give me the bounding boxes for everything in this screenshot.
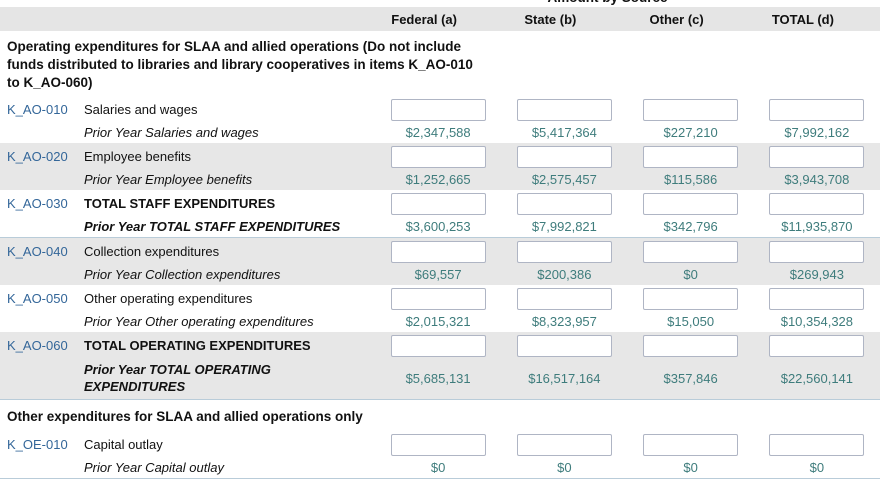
column-header-row: Federal (a) State (b) Other (c) TOTAL (d…: [0, 7, 880, 31]
prior-year-value-state: $8,323,957: [531, 313, 597, 329]
amount-input-federal[interactable]: [390, 145, 486, 168]
amount-input-total[interactable]: [769, 240, 865, 263]
amount-input-other[interactable]: [643, 287, 739, 310]
item-label: Collection expenditures: [84, 244, 220, 259]
item-code-link[interactable]: K_AO-040: [7, 244, 68, 259]
prior-year-value-federal: $1,252,665: [405, 171, 471, 187]
prior-year-label: Prior Year Other operating expenditures: [84, 313, 314, 329]
prior-year-label: Prior Year TOTAL STAFF EXPENDITURES: [84, 218, 341, 234]
amount-input-federal[interactable]: [390, 192, 486, 215]
prior-year-value-total: $22,560,141: [780, 370, 854, 386]
prior-year-label: Prior Year Salaries and wages: [84, 124, 259, 140]
item-code-link[interactable]: K_AO-020: [7, 149, 68, 164]
amount-input-state[interactable]: [516, 240, 612, 263]
prior-year-value-other: $357,846: [663, 370, 718, 386]
prior-year-label: Prior Year Employee benefits: [84, 171, 253, 187]
prior-year-value-total: $11,935,870: [781, 218, 853, 234]
prior-year-value-state: $2,575,457: [531, 171, 597, 187]
amount-input-other[interactable]: [643, 334, 739, 357]
amount-input-other[interactable]: [643, 98, 739, 121]
table-row-k-ao-010: K_AO-010 Salaries and wages Prior Year S…: [0, 96, 880, 143]
prior-year-value-other: $227,210: [663, 124, 718, 140]
other-section-heading: Other expenditures for SLAA and allied o…: [7, 409, 363, 424]
prior-year-value-other: $0: [683, 266, 698, 282]
table-row-k-oe-010: K_OE-010 Capital outlay Prior Year Capit…: [0, 431, 880, 479]
prior-year-label: Prior Year Capital outlay: [84, 459, 224, 475]
amount-input-federal[interactable]: [390, 433, 486, 456]
amount-input-other[interactable]: [643, 433, 739, 456]
item-label: Salaries and wages: [84, 102, 198, 117]
prior-year-value-total: $7,992,162: [784, 124, 850, 140]
prior-year-value-total: $269,943: [789, 266, 844, 282]
prior-year-value-federal: $3,600,253: [405, 218, 471, 234]
item-label: Capital outlay: [84, 437, 163, 452]
amount-input-state[interactable]: [516, 192, 612, 215]
amount-input-federal[interactable]: [390, 98, 486, 121]
operating-section-heading: Operating expenditures for SLAA and alli…: [7, 39, 473, 90]
item-code-link[interactable]: K_AO-030: [7, 196, 68, 211]
prior-year-label: Prior Year TOTAL OPERATING EXPENDITURES: [84, 362, 271, 394]
amount-input-federal[interactable]: [390, 334, 486, 357]
column-header-other: Other (c): [649, 11, 704, 27]
column-header-total: TOTAL (d): [771, 11, 834, 27]
prior-year-value-total: $10,354,328: [780, 313, 854, 329]
item-code-link[interactable]: K_AO-060: [7, 338, 68, 353]
prior-year-value-total: $3,943,708: [784, 171, 850, 187]
prior-year-value-federal: $5,685,131: [405, 370, 471, 386]
prior-year-value-federal: $2,347,588: [405, 124, 471, 140]
amount-by-source-label: Amount by Source: [355, 0, 860, 6]
prior-year-value-state: $16,517,164: [528, 370, 601, 386]
prior-year-label: Prior Year Collection expenditures: [84, 266, 281, 282]
amount-input-state[interactable]: [516, 98, 612, 121]
item-code-link[interactable]: K_AO-050: [7, 291, 68, 306]
prior-year-value-other: $342,796: [663, 218, 718, 234]
table-row-k-ao-020: K_AO-020 Employee benefits Prior Year Em…: [0, 143, 880, 190]
amount-input-federal[interactable]: [390, 287, 486, 310]
amount-input-federal[interactable]: [390, 240, 486, 263]
amount-input-total[interactable]: [769, 287, 865, 310]
amount-input-state[interactable]: [516, 334, 612, 357]
item-label: Other operating expenditures: [84, 291, 253, 306]
amount-input-state[interactable]: [516, 287, 612, 310]
prior-year-value-state: $200,386: [537, 266, 592, 282]
prior-year-value-other: $115,586: [663, 171, 718, 187]
item-label: TOTAL OPERATING EXPENDITURES: [84, 338, 311, 353]
amount-input-state[interactable]: [516, 145, 612, 168]
column-header-federal: Federal (a): [391, 11, 457, 27]
amount-input-state[interactable]: [516, 433, 612, 456]
table-row-k-ao-050: K_AO-050 Other operating expenditures Pr…: [0, 285, 880, 332]
amount-input-other[interactable]: [643, 192, 739, 215]
column-header-state: State (b): [524, 11, 577, 27]
item-code-link[interactable]: K_OE-010: [7, 437, 68, 452]
amount-input-total[interactable]: [769, 98, 865, 121]
amount-input-other[interactable]: [643, 240, 739, 263]
table-row-k-ao-060: K_AO-060 TOTAL OPERATING EXPENDITURES Pr…: [0, 332, 880, 400]
table-row-k-ao-040: K_AO-040 Collection expenditures Prior Y…: [0, 238, 880, 285]
amount-input-total[interactable]: [769, 145, 865, 168]
item-label: TOTAL STAFF EXPENDITURES: [84, 196, 276, 211]
prior-year-value-federal: $2,015,321: [405, 313, 471, 329]
amount-input-total[interactable]: [769, 433, 865, 456]
amount-by-source-clipped-header: Amount by Source: [0, 0, 880, 7]
prior-year-value-state: $7,992,821: [531, 218, 597, 234]
table-row-k-ao-030: K_AO-030 TOTAL STAFF EXPENDITURES Prior …: [0, 190, 880, 238]
amount-input-total[interactable]: [769, 334, 865, 357]
prior-year-value-federal: $69,557: [414, 266, 462, 282]
prior-year-value-state: $5,417,364: [531, 124, 597, 140]
item-code-link[interactable]: K_AO-010: [7, 102, 68, 117]
prior-year-value-other: $15,050: [667, 313, 715, 329]
item-label: Employee benefits: [84, 149, 191, 164]
amount-input-other[interactable]: [643, 145, 739, 168]
amount-input-total[interactable]: [769, 192, 865, 215]
